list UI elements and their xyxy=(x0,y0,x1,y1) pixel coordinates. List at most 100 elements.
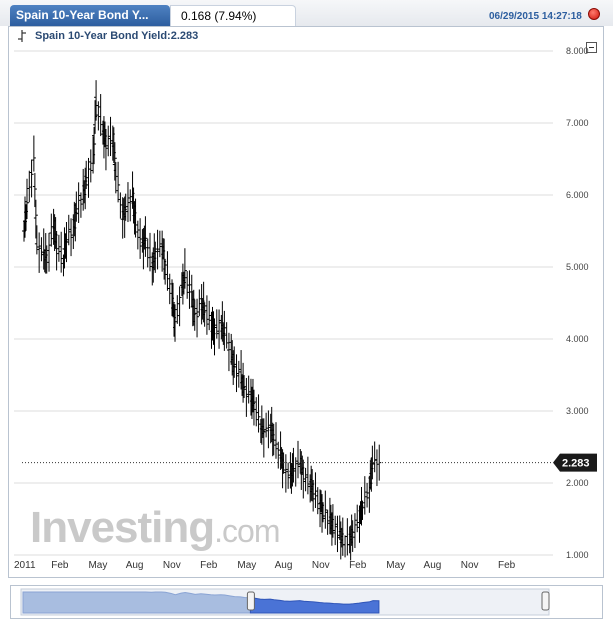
ohlc-bar xyxy=(325,509,330,535)
ohlc-bar xyxy=(321,502,326,523)
ohlc-bar xyxy=(185,271,190,299)
ohlc-bar xyxy=(372,441,377,473)
ohlc-bar xyxy=(143,216,148,257)
navigator-handle[interactable] xyxy=(246,591,255,611)
ohlc-bar xyxy=(251,389,256,426)
ohlc-bar xyxy=(155,229,160,270)
ohlc-bar xyxy=(147,232,152,272)
series-label: Spain 10-Year Bond Yield:2.283 xyxy=(35,30,199,42)
instrument-tab[interactable]: Spain 10-Year Bond Y... xyxy=(10,5,170,26)
record-icon[interactable] xyxy=(588,8,600,20)
x-tick-label: Aug xyxy=(424,560,442,571)
ohlc-bar xyxy=(123,193,128,221)
y-tick-label: 5.000 xyxy=(566,262,589,272)
ohlc-bar xyxy=(112,142,117,181)
ohlc-bar xyxy=(335,515,340,553)
ohlc-bar xyxy=(276,441,281,469)
y-tick-label: 4.000 xyxy=(566,334,589,344)
chart-tab-bar: Spain 10-Year Bond Y... 0.168 (7.94%) 06… xyxy=(0,0,613,27)
ohlc-bar xyxy=(217,309,222,349)
range-navigator[interactable] xyxy=(10,585,603,619)
chart-frame xyxy=(8,26,604,578)
y-tick-label: 2.000 xyxy=(566,478,589,488)
ohlc-bar xyxy=(264,412,269,438)
x-tick-label: Nov xyxy=(163,560,181,571)
x-tick-label: Nov xyxy=(461,560,479,571)
ohlc-bar xyxy=(47,232,52,272)
ohlc-bar xyxy=(44,245,49,274)
ohlc-bar xyxy=(352,513,357,549)
x-tick-label: Feb xyxy=(51,560,69,571)
ohlc-bar xyxy=(204,295,209,335)
x-tick-label: May xyxy=(88,560,107,571)
ohlc-bar xyxy=(330,504,335,538)
navigator-handle[interactable] xyxy=(541,591,550,611)
ohlc-bar xyxy=(311,479,316,512)
navigator-area-past xyxy=(22,591,256,614)
ohlc-bar xyxy=(113,162,118,194)
ohlc-bar xyxy=(175,295,180,324)
x-tick-label: Nov xyxy=(312,560,330,571)
ohlc-bar xyxy=(355,504,360,533)
ohlc-bar xyxy=(177,286,182,327)
y-tick-label: 3.000 xyxy=(566,406,589,416)
price-chart: 1.000 2.000 3.000 4.000 5.000 6.000 7.000 8.000… xyxy=(14,46,597,571)
y-tick-label: 7.000 xyxy=(566,118,589,128)
ohlc-bar xyxy=(362,476,367,515)
ohlc-bar xyxy=(98,94,103,137)
ohlc-bar xyxy=(303,467,308,492)
ohlc-bar xyxy=(224,322,229,349)
minimize-button[interactable] xyxy=(586,42,597,53)
x-tick-label: Feb xyxy=(349,560,367,571)
ohlc-bar xyxy=(86,157,91,198)
ohlc-bar xyxy=(163,258,168,285)
ohlc-bar xyxy=(173,304,178,342)
ohlc-bar xyxy=(49,213,54,247)
ohlc-bar xyxy=(94,80,99,121)
last-value-label: 2.283 xyxy=(562,458,590,470)
ohlc-bar xyxy=(315,487,320,515)
ohlc-bar xyxy=(323,490,328,529)
change-box: 0.168 (7.94%) xyxy=(170,5,296,27)
ohlc-bar xyxy=(350,520,355,552)
ohlc-bar xyxy=(66,214,71,246)
ohlc-bar xyxy=(32,172,37,208)
x-tick-label: Feb xyxy=(200,560,218,571)
ohlc-bar xyxy=(187,270,192,309)
ohlc-bar xyxy=(301,459,306,499)
ohlc-bar xyxy=(244,377,249,417)
ohlc-bar xyxy=(246,375,251,404)
ohlc-bar xyxy=(29,159,34,198)
ohlc-bar xyxy=(212,318,217,356)
ohlc-bar xyxy=(254,397,259,427)
ohlc-bar xyxy=(37,232,42,273)
ohlc-bar xyxy=(59,231,64,273)
x-tick-label: Aug xyxy=(275,560,293,571)
x-tick-label: Feb xyxy=(498,560,516,571)
instrument-title: Spain 10-Year Bond Y... xyxy=(16,8,149,22)
ohlc-bar xyxy=(214,309,219,339)
ohlc-bar xyxy=(333,515,338,546)
ohlc-bar xyxy=(242,375,247,399)
ohlc-bar xyxy=(313,472,318,508)
ohlc-bar xyxy=(234,354,239,393)
ohlc-bar xyxy=(232,346,237,378)
ohlc-bar xyxy=(25,178,29,219)
navigator-chart xyxy=(20,588,550,616)
y-tick-label: 1.000 xyxy=(566,550,589,560)
ohlc-bar xyxy=(202,302,207,327)
ohlc-bar xyxy=(256,394,261,433)
ohlc-bar xyxy=(261,418,266,458)
ohlc-bar xyxy=(365,482,370,508)
ohlc-bar xyxy=(296,440,301,479)
ohlc-bar xyxy=(56,234,61,262)
ohlc-bar xyxy=(236,360,241,388)
ohlc-bar xyxy=(78,192,83,218)
ohlc-bar xyxy=(222,310,227,351)
ohlc-bar xyxy=(108,116,113,157)
price-change: 0.168 (7.94%) xyxy=(181,9,257,23)
ohlc-bar xyxy=(92,126,97,165)
ohlc-bar xyxy=(207,300,212,331)
ohlc-bar xyxy=(171,282,176,318)
investing-logo: Investing.com xyxy=(30,503,281,553)
